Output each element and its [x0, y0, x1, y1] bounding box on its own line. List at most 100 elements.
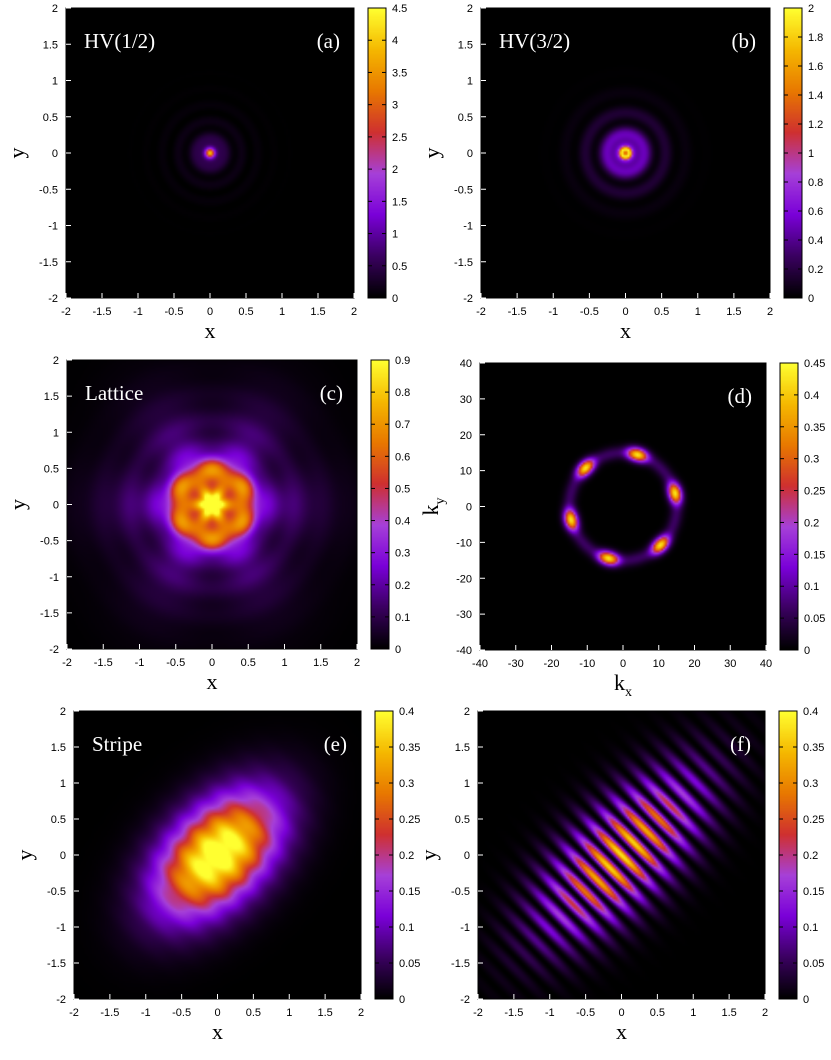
colorbar-tick-label: 2.5	[392, 132, 407, 144]
colorbar-tick-label: 0.25	[803, 814, 824, 826]
colorbar-tick-label: 0.35	[399, 742, 420, 754]
x-tick-label: 20	[688, 658, 700, 670]
colorbar-tick-label: 0.9	[395, 355, 410, 367]
x-tick-label: -0.5	[165, 306, 184, 318]
colorbar-tick-label: 0	[392, 293, 398, 305]
y-tick-label: -2	[49, 644, 59, 656]
y-tick-label: -1	[460, 922, 470, 934]
colorbar-tick-label: 3	[392, 100, 398, 112]
panel-letter: (c)	[320, 381, 343, 405]
y-tick-label: -0.5	[39, 184, 58, 196]
x-tick-label: -20	[544, 658, 560, 670]
x-tick-label: -2	[69, 1007, 79, 1019]
x-tick-label: -2	[473, 1007, 483, 1019]
x-tick-label: 0	[618, 1007, 624, 1019]
y-tick-label: -2	[48, 293, 58, 305]
colorbar	[780, 363, 798, 650]
y-axis-label: y	[416, 850, 441, 861]
y-tick-label: -1	[56, 922, 66, 934]
colorbar-tick-label: 0	[803, 994, 809, 1006]
colorbar-tick-label: 1.2	[808, 119, 823, 131]
panel-letter: (f)	[730, 732, 751, 756]
y-axis-label-sub: y	[433, 498, 448, 505]
panel-letter: (d)	[728, 384, 753, 408]
colorbar-tick-label: 0.4	[803, 706, 818, 718]
panel-letter: (e)	[324, 732, 347, 756]
x-tick-label: -0.5	[580, 306, 599, 318]
y-tick-label: 2	[60, 706, 66, 718]
x-tick-label: 1	[279, 306, 285, 318]
x-tick-label: 1	[286, 1007, 292, 1019]
colorbar-tick-label: 0.15	[804, 549, 825, 561]
x-axis-label: x	[616, 1019, 627, 1044]
colorbar	[368, 8, 386, 298]
x-tick-label: 0.5	[241, 657, 256, 669]
y-tick-label: -1	[463, 221, 473, 233]
colorbar-tick-label: 0.05	[399, 958, 420, 970]
colorbar-tick-label: 0	[808, 293, 814, 305]
colorbar-tick-label: 3.5	[392, 67, 407, 79]
y-tick-label: -0.5	[47, 886, 66, 898]
x-tick-label: 2	[358, 1007, 364, 1019]
x-tick-label: -0.5	[172, 1007, 191, 1019]
x-tick-label: -0.5	[576, 1007, 595, 1019]
x-axis-label-sub: x	[625, 685, 632, 700]
x-axis-label: x	[620, 318, 631, 343]
heatmap-d	[480, 363, 766, 650]
y-axis-label: ky	[418, 498, 448, 516]
panel-title: Stripe	[92, 732, 142, 756]
panel-title: HV(3/2)	[499, 29, 570, 53]
x-tick-label: 0	[622, 306, 628, 318]
colorbar-tick-label: 1.6	[808, 61, 823, 73]
x-tick-label: 2	[762, 1007, 768, 1019]
panel-letter: (b)	[732, 29, 757, 53]
panel-e: -2 -1.5 -1 -0.5 0 0.5 1 1.5 2 -2 -1.5 -1 -0.5 0 0.5 1 1.…	[12, 706, 420, 1044]
x-tick-label: 1	[695, 306, 701, 318]
x-axis-label: x	[205, 318, 216, 343]
y-tick-label: 1.5	[51, 742, 66, 754]
y-tick-label: -1.5	[40, 608, 59, 620]
colorbar-tick-label: 0.05	[803, 958, 824, 970]
x-tick-label: 0	[620, 658, 626, 670]
x-tick-label: 1.5	[317, 1007, 332, 1019]
colorbar-tick-label: 0.2	[808, 264, 823, 276]
colorbar-tick-label: 0.2	[804, 517, 819, 529]
x-tick-label: -1	[548, 306, 558, 318]
x-tick-label: -30	[508, 658, 524, 670]
x-tick-label: -1.5	[504, 1007, 523, 1019]
x-tick-label: 0	[214, 1007, 220, 1019]
y-tick-label: 1.5	[43, 39, 58, 51]
colorbar-tick-label: 0.1	[804, 581, 819, 593]
x-tick-label: -2	[62, 657, 72, 669]
colorbar-tick-label: 0.2	[399, 850, 414, 862]
colorbar-tick-label: 0.2	[395, 580, 410, 592]
colorbar-tick-label: 2	[392, 164, 398, 176]
x-tick-label: -1	[133, 306, 143, 318]
x-tick-label: -1.5	[93, 306, 112, 318]
x-tick-label: -1	[141, 1007, 151, 1019]
x-tick-label: 10	[653, 658, 665, 670]
panel-a: -2 -1.5 -1 -0.5 0 0.5 1 1.5 2 -2 -1.5 -1 -0.5 0 0.5 1 1.…	[4, 3, 407, 343]
y-tick-label: 0.5	[458, 112, 473, 124]
colorbar-tick-label: 0.1	[399, 922, 414, 934]
y-tick-label: 30	[460, 394, 472, 406]
colorbar-tick-label: 0.4	[804, 390, 819, 402]
y-tick-label: -10	[456, 537, 472, 549]
colorbar-tick-label: 4.5	[392, 3, 407, 15]
y-tick-label: -1.5	[47, 958, 66, 970]
colorbar-frame	[367, 7, 387, 299]
y-tick-label: 2	[52, 3, 58, 15]
colorbar-frame	[370, 359, 390, 650]
colorbar	[784, 8, 802, 298]
y-tick-label: 0.5	[455, 814, 470, 826]
x-tick-label: 0	[209, 657, 215, 669]
y-tick-label: 0.5	[44, 463, 59, 475]
colorbar-tick-label: 1.8	[808, 32, 823, 44]
x-tick-label: -40	[472, 658, 488, 670]
colorbar-tick-label: 0.4	[808, 235, 823, 247]
colorbar-frame	[779, 362, 799, 651]
x-tick-label: 2	[354, 657, 360, 669]
panel-title: Lattice	[85, 381, 143, 405]
colorbar-tick-label: 0.8	[808, 177, 823, 189]
